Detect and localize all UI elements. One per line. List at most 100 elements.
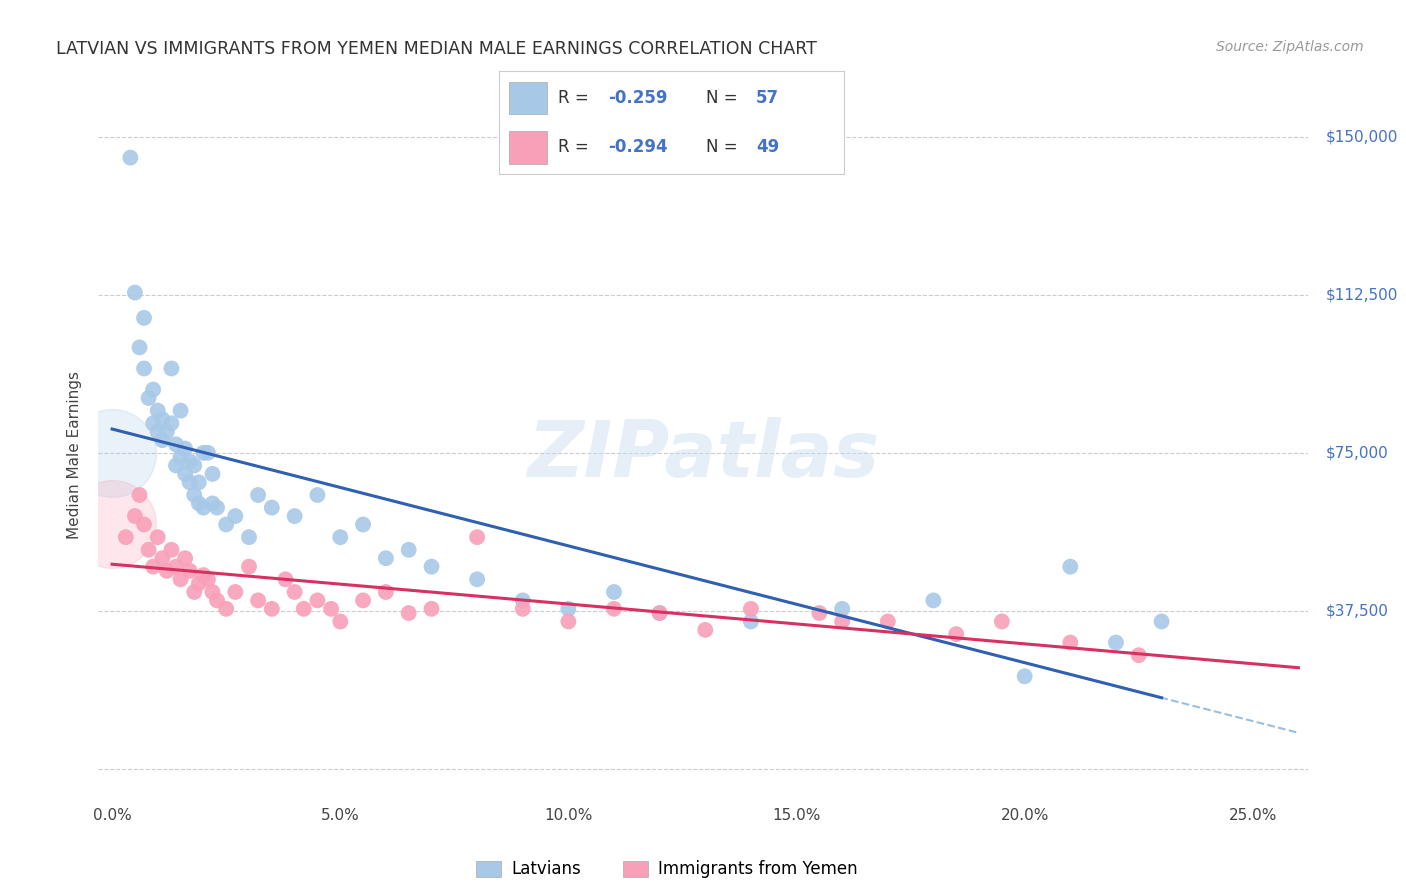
- Point: [183, 585, 205, 599]
- Point: [215, 517, 238, 532]
- Point: [150, 433, 173, 447]
- Point: [169, 450, 191, 464]
- Text: LATVIAN VS IMMIGRANTS FROM YEMEN MEDIAN MALE EARNINGS CORRELATION CHART: LATVIAN VS IMMIGRANTS FROM YEMEN MEDIAN …: [56, 40, 817, 58]
- Point: [274, 572, 297, 586]
- Point: [124, 509, 146, 524]
- Point: [197, 446, 219, 460]
- Point: [138, 391, 160, 405]
- Point: [160, 542, 183, 557]
- Text: 57: 57: [756, 89, 779, 107]
- Point: [193, 568, 215, 582]
- Point: [183, 488, 205, 502]
- Bar: [509, 131, 547, 163]
- Point: [187, 496, 209, 510]
- Point: [132, 361, 155, 376]
- Text: -0.294: -0.294: [607, 138, 668, 156]
- Point: [238, 530, 260, 544]
- Point: [174, 467, 197, 481]
- Point: [352, 517, 374, 532]
- Point: [695, 623, 717, 637]
- Text: ZIPatlas: ZIPatlas: [527, 417, 879, 493]
- Point: [1105, 635, 1128, 649]
- Point: [398, 542, 420, 557]
- Point: [187, 475, 209, 490]
- Point: [201, 496, 224, 510]
- Text: R =: R =: [558, 138, 593, 156]
- Point: [307, 488, 329, 502]
- Point: [329, 615, 352, 629]
- Point: [224, 585, 246, 599]
- Point: [740, 602, 762, 616]
- Point: [150, 551, 173, 566]
- Point: [284, 585, 307, 599]
- Point: [831, 615, 853, 629]
- Point: [156, 564, 179, 578]
- Point: [150, 412, 173, 426]
- Point: [557, 615, 579, 629]
- Text: N =: N =: [706, 138, 742, 156]
- Point: [179, 475, 201, 490]
- Point: [174, 442, 197, 456]
- Point: [1150, 615, 1173, 629]
- Point: [876, 615, 898, 629]
- Point: [138, 542, 160, 557]
- Point: [292, 602, 315, 616]
- Point: [146, 530, 169, 544]
- Point: [201, 467, 224, 481]
- Point: [124, 285, 146, 300]
- Point: [165, 559, 187, 574]
- Point: [179, 564, 201, 578]
- Point: [329, 530, 352, 544]
- Point: [398, 606, 420, 620]
- Point: [945, 627, 967, 641]
- Point: [205, 500, 228, 515]
- Point: [740, 615, 762, 629]
- Point: [321, 602, 343, 616]
- Point: [238, 559, 260, 574]
- Point: [557, 602, 579, 616]
- Point: [284, 509, 307, 524]
- Point: [648, 606, 671, 620]
- Point: [224, 509, 246, 524]
- Point: [179, 454, 201, 468]
- Point: [146, 425, 169, 439]
- Point: [260, 602, 283, 616]
- Point: [156, 425, 179, 439]
- Point: [142, 559, 165, 574]
- Text: N =: N =: [706, 89, 742, 107]
- Point: [165, 437, 187, 451]
- Point: [193, 500, 215, 515]
- Point: [603, 602, 626, 616]
- Y-axis label: Median Male Earnings: Median Male Earnings: [67, 371, 83, 539]
- Point: [201, 585, 224, 599]
- Point: [1059, 559, 1081, 574]
- Point: [922, 593, 945, 607]
- Point: [247, 488, 270, 502]
- Point: [205, 593, 228, 607]
- Text: $75,000: $75,000: [1326, 445, 1389, 460]
- Point: [174, 551, 197, 566]
- Point: [114, 530, 136, 544]
- Point: [603, 585, 626, 599]
- Point: [1059, 635, 1081, 649]
- Point: [374, 551, 396, 566]
- Point: [160, 417, 183, 431]
- Point: [120, 151, 142, 165]
- Point: [307, 593, 329, 607]
- Point: [352, 593, 374, 607]
- Text: 49: 49: [756, 138, 779, 156]
- Point: [374, 585, 396, 599]
- Point: [465, 572, 488, 586]
- Point: [132, 310, 155, 325]
- Point: [991, 615, 1014, 629]
- Point: [101, 446, 124, 460]
- Point: [169, 572, 191, 586]
- Point: [169, 403, 191, 417]
- Text: Source: ZipAtlas.com: Source: ZipAtlas.com: [1216, 40, 1364, 54]
- Point: [160, 361, 183, 376]
- Text: R =: R =: [558, 89, 593, 107]
- Point: [1014, 669, 1036, 683]
- Point: [1128, 648, 1150, 663]
- Point: [142, 383, 165, 397]
- Point: [187, 576, 209, 591]
